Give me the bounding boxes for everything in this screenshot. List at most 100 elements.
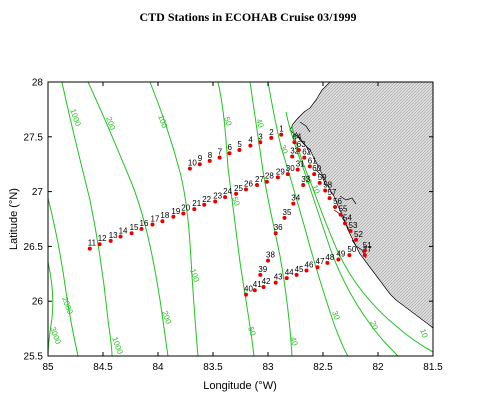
station-marker: [255, 183, 259, 188]
station-marker: [252, 288, 257, 293]
station-label: 53: [349, 221, 358, 230]
station-marker: [354, 237, 358, 242]
station-marker: [290, 154, 295, 159]
station-label: 2: [269, 128, 274, 137]
y-tick-label: 28: [32, 78, 44, 89]
station-label: 52: [354, 230, 363, 239]
station-label: 37: [363, 245, 372, 254]
station-marker: [302, 155, 307, 160]
station-label: 44: [285, 268, 294, 277]
station-marker: [312, 172, 317, 177]
station-label: 19: [171, 207, 180, 216]
station-marker: [273, 231, 278, 236]
station-label: 27: [255, 175, 264, 184]
station-marker: [97, 242, 102, 247]
station-label: 31: [296, 160, 305, 169]
station-label: 23: [213, 191, 222, 200]
station-marker: [347, 253, 352, 258]
station-marker: [282, 215, 287, 220]
station-label: 43: [274, 273, 283, 282]
station-label: 10: [188, 159, 197, 168]
station-marker: [192, 207, 197, 212]
station-label: 60: [312, 164, 321, 173]
x-tick-label: 85: [42, 362, 54, 373]
map-title: CTD Stations in ECOHAB Cruise 03/1999: [139, 10, 356, 24]
station-label: 36: [274, 223, 283, 232]
station-marker: [294, 272, 299, 277]
station-marker: [292, 140, 297, 145]
station-label: 47: [316, 257, 325, 266]
x-tick-label: 84.5: [93, 362, 113, 373]
station-label: 20: [181, 204, 190, 213]
station-label: 45: [295, 265, 304, 274]
contour-label: 200: [104, 116, 117, 132]
station-marker: [362, 248, 367, 253]
station-label: 7: [218, 148, 223, 157]
station-marker: [181, 211, 186, 216]
contour-label: 20: [302, 174, 314, 186]
station-marker: [307, 164, 312, 169]
station-label: 48: [325, 253, 334, 262]
station-label: 6: [228, 143, 233, 152]
station-label: 32: [290, 147, 299, 156]
x-tick-label: 83: [262, 362, 274, 373]
station-label: 21: [192, 199, 201, 208]
station-marker: [129, 231, 134, 236]
station-label: 59: [318, 173, 327, 182]
station-marker: [261, 284, 266, 289]
coastline-detail: [295, 121, 367, 259]
contour-1000: [61, 82, 113, 356]
station-marker: [237, 147, 242, 152]
station-label: 25: [234, 184, 243, 193]
station-label: 24: [223, 187, 232, 196]
station-label: 40: [244, 285, 253, 294]
contour-label: 10: [310, 184, 322, 196]
contour-20: [285, 111, 399, 356]
station-label: 64: [292, 132, 301, 141]
station-label: 11: [88, 239, 97, 248]
station-label: 22: [202, 195, 211, 204]
station-marker: [171, 214, 176, 219]
station-label: 42: [262, 277, 271, 286]
station-marker: [275, 175, 280, 180]
x-tick-label: 82.5: [313, 362, 333, 373]
station-label: 8: [208, 151, 213, 160]
station-marker: [304, 268, 309, 273]
station-marker: [338, 212, 343, 217]
station-label: 61: [308, 156, 317, 165]
station-label: 62: [302, 148, 311, 157]
station-marker: [296, 147, 301, 152]
contour-label: 10: [418, 328, 430, 340]
station-marker: [244, 187, 248, 192]
station-label: 34: [291, 194, 300, 203]
station-label: 39: [258, 265, 267, 274]
y-tick-label: 26: [32, 297, 44, 308]
station-marker: [139, 226, 144, 231]
station-marker: [258, 272, 263, 277]
station-marker: [348, 229, 353, 234]
station-marker: [217, 155, 222, 160]
station-label: 3: [258, 132, 263, 141]
station-label: 51: [363, 241, 372, 250]
station-marker: [108, 238, 113, 243]
y-tick-label: 25.5: [24, 352, 44, 363]
station-label: 54: [343, 213, 352, 222]
station-label: 13: [109, 231, 118, 240]
station-marker: [213, 199, 218, 204]
station-marker: [279, 132, 284, 137]
station-marker: [202, 202, 207, 207]
station-label: 50: [347, 245, 356, 254]
station-label: 55: [339, 205, 348, 214]
station-marker: [323, 188, 328, 193]
station-label: 12: [98, 234, 107, 243]
station-marker: [295, 167, 300, 172]
station-label: 9: [198, 154, 203, 163]
station-label: 4: [248, 136, 253, 145]
station-marker: [333, 204, 338, 209]
station-label: 14: [119, 227, 128, 236]
contour-label: 200: [160, 310, 173, 326]
station-label: 33: [301, 175, 310, 184]
station-marker: [223, 195, 228, 200]
station-marker: [258, 140, 263, 145]
